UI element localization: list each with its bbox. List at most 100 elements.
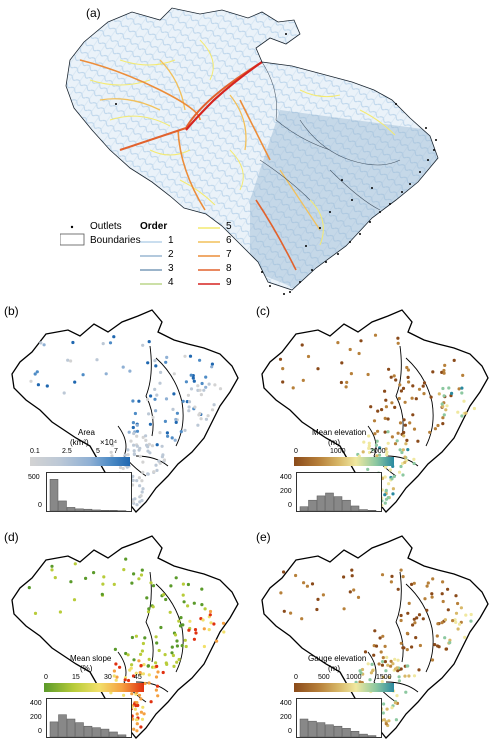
gauge-point (390, 574, 394, 578)
river-network-map (65, 7, 439, 295)
gauge-point (155, 641, 159, 645)
gauge-point (207, 628, 211, 632)
gauge-point (199, 417, 203, 421)
gauge-point (437, 645, 441, 649)
gauge-point (202, 388, 206, 392)
gauge-point (403, 674, 407, 678)
colorbar-e (294, 683, 394, 692)
gauge-point (140, 717, 145, 721)
gauge-point (454, 611, 459, 615)
legend-outlets-label: Outlets (90, 221, 122, 232)
gauge-point (398, 383, 402, 387)
gauge-point (401, 575, 405, 579)
gauge-point (200, 603, 204, 607)
gauge-point (417, 613, 422, 617)
gauge-point (123, 453, 127, 457)
gauge-point (184, 644, 188, 649)
gauge-point (124, 557, 128, 561)
gauge-point (352, 588, 356, 592)
gauge-point (405, 648, 409, 652)
gauge-point (358, 680, 362, 684)
hist-e-ytick-mid: 200 (280, 714, 292, 721)
gauge-point (442, 394, 446, 398)
colorbar-d-tick-0: 0 (44, 674, 48, 681)
gauge-point (414, 397, 418, 401)
gauge-point (147, 412, 151, 416)
gauge-point (396, 587, 400, 591)
gauge-point (440, 402, 444, 406)
gauge-point (374, 443, 378, 447)
gauge-point (154, 688, 158, 692)
gauge-point (151, 584, 156, 588)
gauge-point (175, 639, 179, 643)
gauge-point (400, 450, 404, 455)
gauge-point (137, 693, 142, 697)
gauge-point (137, 399, 141, 403)
gauge-point (383, 493, 387, 497)
gauge-point (441, 580, 445, 584)
gauge-point (188, 619, 192, 623)
gauge-point (441, 599, 445, 604)
histogram-bar (100, 728, 110, 738)
gauge-point (376, 409, 380, 413)
gauge-point (405, 365, 409, 370)
gauge-point (403, 400, 407, 404)
legend-order-2: 2 (168, 249, 174, 260)
gauge-point (36, 383, 40, 387)
colorbar-b-title: Area (78, 428, 95, 437)
gauge-point (180, 644, 184, 648)
gauge-point (129, 439, 133, 443)
histogram-bar (350, 730, 360, 738)
gauge-point (340, 361, 344, 365)
gauge-point (363, 650, 368, 654)
gauge-point (135, 429, 140, 433)
gauge-point (372, 653, 376, 657)
gauge-point (387, 367, 391, 371)
colorbar-d (44, 683, 144, 692)
gauge-point (444, 647, 449, 651)
gauge-point (131, 717, 135, 721)
colorbar-e-tick-2: 1000 (346, 674, 362, 681)
gauge-point (300, 617, 304, 621)
gauge-point (149, 581, 153, 585)
gauge-point (165, 355, 169, 359)
legend-order-5: 5 (226, 221, 232, 232)
gauge-point (459, 606, 463, 610)
gauge-point (342, 575, 346, 579)
colorbar-c-tick-2: 2000 (370, 448, 386, 455)
gauge-point (397, 396, 401, 401)
gauge-point (404, 442, 408, 446)
gauge-point (69, 580, 73, 584)
gauge-point (301, 378, 305, 382)
gauge-point (378, 446, 382, 450)
gauge-point (279, 591, 283, 595)
gauge-point (469, 612, 473, 617)
gauge-point (210, 365, 214, 369)
gauge-point (397, 679, 401, 683)
histogram-bar (83, 508, 93, 512)
gauge-point (441, 386, 445, 391)
gauge-point (410, 396, 414, 400)
gauge-point (131, 500, 135, 504)
gauge-point (310, 582, 315, 586)
gauge-point (138, 484, 142, 488)
colorbar-b-multiplier: ×10⁴ (100, 438, 118, 447)
gauge-point (129, 666, 133, 670)
gauge-point (135, 434, 139, 438)
histogram-bar (367, 735, 377, 738)
gauge-point (342, 607, 346, 611)
gauge-point (112, 582, 116, 586)
gauge-point (390, 477, 394, 481)
gauge-point (171, 653, 175, 658)
gauge-point (436, 622, 440, 626)
gauge-point (321, 593, 325, 597)
gauge-point (382, 702, 386, 706)
gauge-point (115, 675, 119, 679)
histogram-bar (75, 722, 84, 738)
histogram-e (296, 698, 382, 738)
gauge-point (210, 362, 214, 366)
gauge-point (399, 613, 403, 618)
gauge-point (391, 492, 395, 496)
gauge-point (145, 596, 149, 600)
legend-panel-a: Outlets Boundaries Order 1 2 3 4 5 6 7 8… (60, 220, 240, 300)
